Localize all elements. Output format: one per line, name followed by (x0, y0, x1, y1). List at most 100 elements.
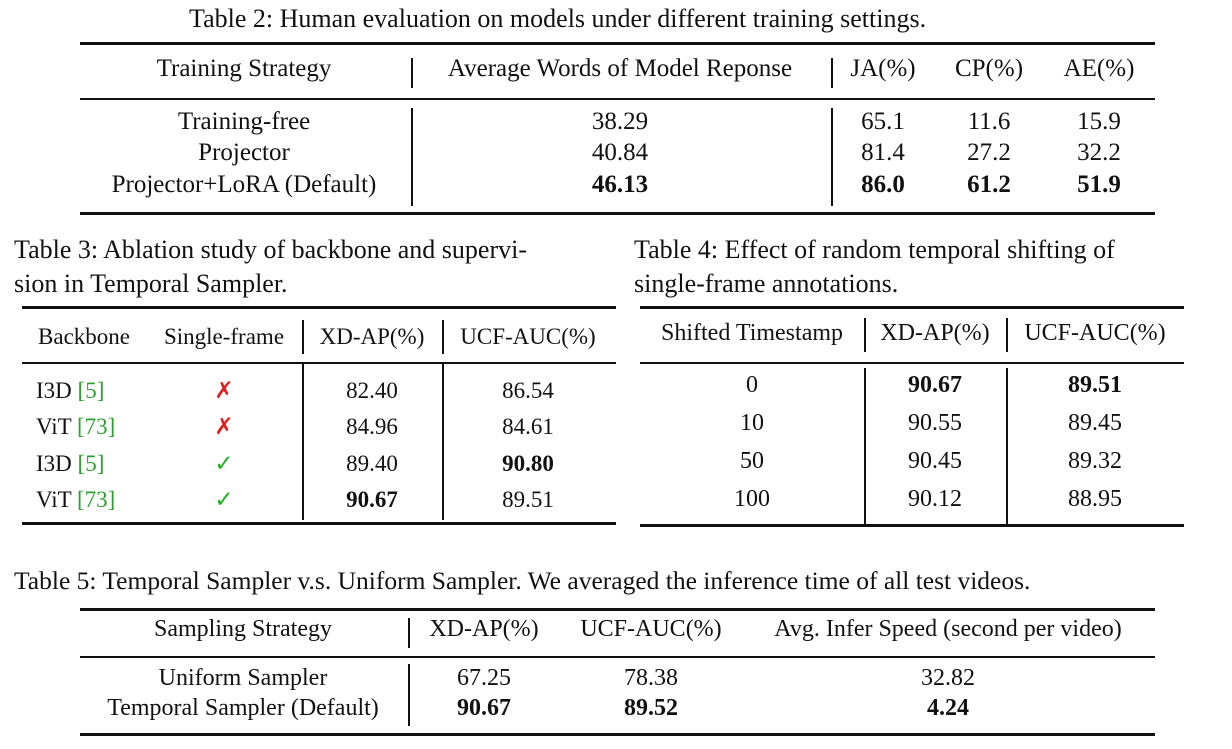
citation-link[interactable]: [5] (77, 378, 105, 403)
table-3-caption-line-2: sion in Temporal Sampler. (14, 269, 288, 298)
top-rule (22, 306, 616, 309)
value-cell: 86.54 (502, 378, 554, 403)
row-label: 100 (734, 486, 770, 512)
check-mark-icon: ✓ (214, 487, 234, 512)
mid-rule (80, 98, 1155, 100)
backbone-cell: I3D [5] (36, 451, 104, 477)
citation-link[interactable]: [5] (77, 451, 105, 476)
bottom-rule (640, 524, 1184, 527)
value-cell: 67.25 (457, 665, 511, 691)
value-cell: 40.84 (591, 139, 649, 166)
bottom-rule (80, 733, 1155, 736)
cross-mark-icon: ✗ (214, 378, 234, 403)
header-ucf-auc: UCF-AUC(%) (580, 616, 722, 642)
row-label: Temporal Sampler (Default) (107, 695, 379, 721)
divider (302, 364, 304, 520)
mid-rule (80, 656, 1155, 658)
row-label: Projector (198, 139, 290, 166)
value-cell-best: 89.51 (1068, 372, 1122, 398)
divider (1006, 318, 1008, 352)
citation-link[interactable]: [73] (77, 487, 116, 512)
value-cell-best: 89.52 (624, 695, 678, 721)
mid-rule (640, 362, 1184, 364)
divider (864, 318, 866, 352)
check-mark-icon: ✓ (214, 451, 234, 476)
value-cell-best: 90.67 (908, 372, 962, 398)
backbone-name: ViT (36, 414, 72, 439)
table-4-caption-line-2: single-frame annotations. (634, 269, 899, 298)
value-cell: 89.45 (1068, 410, 1122, 436)
row-label: Training-free (177, 108, 311, 135)
table-3-caption-line-1: Table 3: Ablation study of backbone and … (14, 235, 528, 264)
divider (1006, 368, 1008, 524)
value-cell: 82.40 (346, 378, 398, 403)
header-ucf-auc: UCF-AUC(%) (460, 324, 596, 349)
row-label: 50 (740, 448, 764, 474)
bottom-rule (22, 522, 616, 525)
divider (408, 618, 410, 648)
header-training-strategy: Training Strategy (156, 55, 332, 82)
value-cell-best: 4.24 (927, 695, 969, 721)
value-cell-best: 90.67 (346, 487, 398, 512)
value-cell-best: 51.9 (1077, 171, 1121, 198)
top-rule (640, 306, 1184, 309)
value-cell: 11.6 (967, 108, 1011, 135)
top-rule (80, 42, 1155, 45)
divider (442, 364, 444, 520)
mid-rule (22, 362, 616, 364)
header-ae: AE(%) (1063, 55, 1135, 82)
backbone-name: I3D (36, 378, 72, 403)
row-label: Projector+LoRA (Default) (111, 171, 377, 198)
divider (864, 368, 866, 524)
divider (411, 58, 413, 88)
header-shifted-timestamp: Shifted Timestamp (660, 320, 844, 346)
value-cell: 81.4 (861, 139, 905, 166)
divider (442, 320, 444, 354)
value-cell-best: 61.2 (967, 171, 1011, 198)
value-cell: 90.45 (908, 448, 962, 474)
value-cell: 32.82 (921, 665, 975, 691)
value-cell: 38.29 (591, 108, 649, 135)
header-ucf-auc: UCF-AUC(%) (1024, 320, 1166, 346)
value-cell: 15.9 (1077, 108, 1121, 135)
header-ja: JA(%) (850, 55, 916, 82)
row-label: 10 (740, 410, 764, 436)
header-backbone: Backbone (38, 324, 130, 349)
divider (408, 664, 410, 726)
bottom-rule (80, 212, 1155, 215)
value-cell: 84.61 (502, 414, 554, 439)
divider (831, 58, 833, 88)
value-cell: 32.2 (1077, 139, 1121, 166)
table-4-caption-line-1: Table 4: Effect of random temporal shift… (634, 235, 1115, 264)
backbone-name: I3D (36, 451, 72, 476)
value-cell-best: 46.13 (591, 171, 649, 198)
table-2-caption: Table 2: Human evaluation on models unde… (189, 4, 927, 33)
backbone-cell: I3D [5] (36, 378, 104, 404)
value-cell-best: 90.67 (457, 695, 511, 721)
header-xd-ap: XD-AP(%) (319, 324, 425, 349)
citation-link[interactable]: [73] (77, 414, 116, 439)
value-cell: 90.12 (908, 486, 962, 512)
table-5-caption: Table 5: Temporal Sampler v.s. Uniform S… (14, 566, 1031, 595)
value-cell: 89.51 (502, 487, 554, 512)
value-cell: 89.32 (1068, 448, 1122, 474)
value-cell: 65.1 (861, 108, 905, 135)
row-label: 0 (746, 372, 758, 398)
value-cell-best: 90.80 (502, 451, 554, 476)
backbone-cell: ViT [73] (36, 414, 115, 440)
header-sampling-strategy: Sampling Strategy (154, 616, 332, 642)
backbone-cell: ViT [73] (36, 487, 115, 513)
value-cell: 88.95 (1068, 486, 1122, 512)
top-rule (80, 608, 1155, 611)
value-cell: 90.55 (908, 410, 962, 436)
divider (831, 108, 833, 206)
value-cell: 27.2 (967, 139, 1011, 166)
header-cp: CP(%) (954, 55, 1024, 82)
backbone-name: ViT (36, 487, 72, 512)
value-cell: 89.40 (346, 451, 398, 476)
header-avg-infer-speed: Avg. Infer Speed (second per video) (774, 616, 1122, 642)
divider (411, 108, 413, 206)
cross-mark-icon: ✗ (214, 414, 234, 439)
header-single-frame: Single-frame (163, 324, 285, 349)
header-xd-ap: XD-AP(%) (880, 320, 990, 346)
